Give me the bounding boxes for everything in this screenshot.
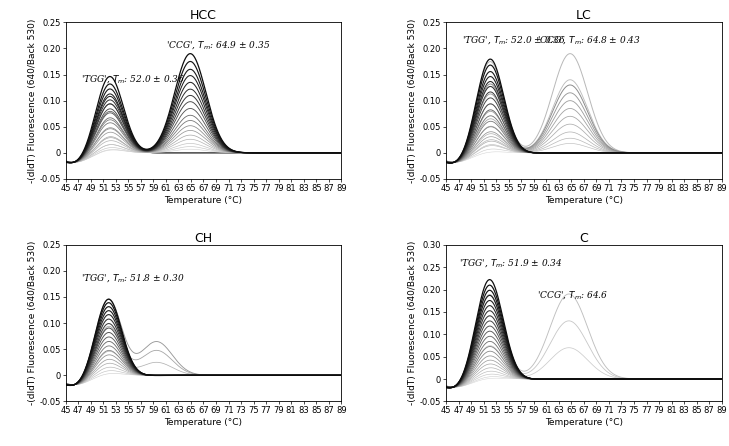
Y-axis label: -(dldT) Fluorescence (640/Back 530): -(dldT) Fluorescence (640/Back 530) [28,18,36,183]
Y-axis label: -(dldT) Fluorescence (640/Back 530): -(dldT) Fluorescence (640/Back 530) [28,241,36,405]
X-axis label: Temperature (°C): Temperature (°C) [165,196,243,205]
Title: C: C [580,232,588,245]
Title: LC: LC [576,9,592,22]
Text: 'TGG', $T_m$: 51.9 ± 0.34: 'TGG', $T_m$: 51.9 ± 0.34 [459,257,562,269]
Y-axis label: -(dldT) Fluorescence (640/Back 530): -(dldT) Fluorescence (640/Back 530) [408,18,417,183]
Text: 'TGG', $T_m$: 52.0 ± 0.36: 'TGG', $T_m$: 52.0 ± 0.36 [461,34,566,46]
X-axis label: Temperature (°C): Temperature (°C) [165,418,243,427]
Title: HCC: HCC [190,9,217,22]
Title: CH: CH [195,232,213,245]
Text: 'CCG', $T_m$: 64.8 ± 0.43: 'CCG', $T_m$: 64.8 ± 0.43 [537,34,641,46]
X-axis label: Temperature (°C): Temperature (°C) [545,418,623,427]
X-axis label: Temperature (°C): Temperature (°C) [545,196,623,205]
Y-axis label: -(dldT) Fluorescence (640/Back 530): -(dldT) Fluorescence (640/Back 530) [408,241,417,405]
Text: 'TGG', $T_m$: 52.0 ± 0.36: 'TGG', $T_m$: 52.0 ± 0.36 [81,73,185,85]
Text: 'CCG', $T_m$: 64.6: 'CCG', $T_m$: 64.6 [537,289,608,301]
Text: 'CCG', $T_m$: 64.9 ± 0.35: 'CCG', $T_m$: 64.9 ± 0.35 [166,39,270,51]
Text: 'TGG', $T_m$: 51.8 ± 0.30: 'TGG', $T_m$: 51.8 ± 0.30 [81,272,184,284]
